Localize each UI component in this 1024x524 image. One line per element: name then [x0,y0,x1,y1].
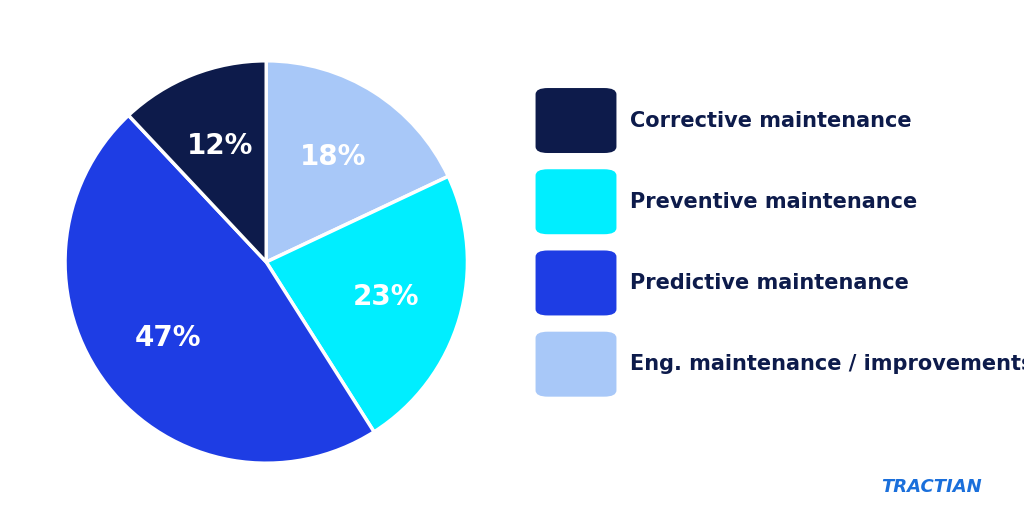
Text: Corrective maintenance: Corrective maintenance [630,111,911,130]
Text: Eng. maintenance / improvements: Eng. maintenance / improvements [630,354,1024,374]
Text: 47%: 47% [134,324,201,353]
Text: 12%: 12% [187,132,254,160]
Wedge shape [66,115,374,463]
Wedge shape [266,61,449,262]
Text: 18%: 18% [300,143,367,171]
Text: 23%: 23% [353,283,419,311]
Text: Predictive maintenance: Predictive maintenance [630,273,908,293]
Text: Preventive maintenance: Preventive maintenance [630,192,918,212]
Text: TRACTIAN: TRACTIAN [882,478,982,496]
Wedge shape [266,177,467,432]
Wedge shape [128,61,266,262]
